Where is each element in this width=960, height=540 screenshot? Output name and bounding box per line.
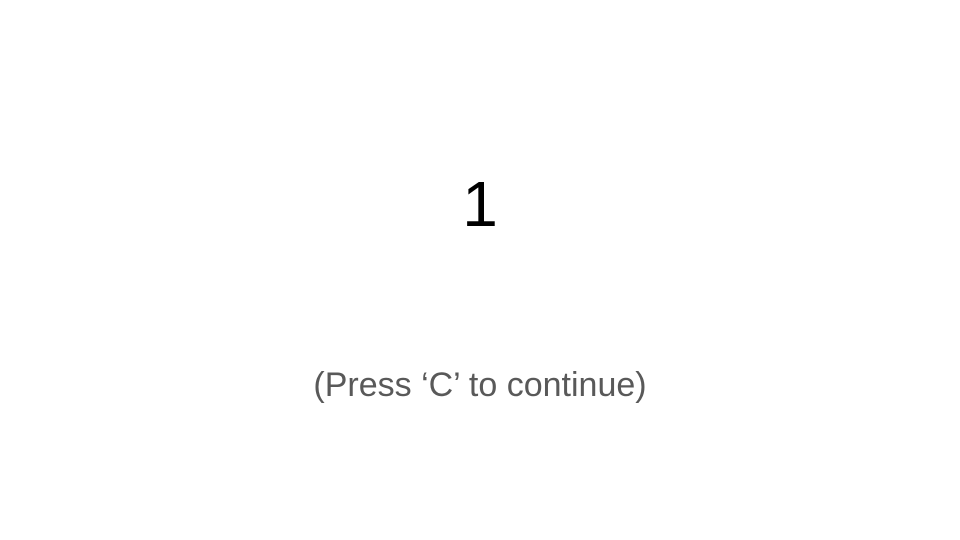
continue-hint: (Press ‘C’ to continue) [313,366,647,404]
slide-number: 1 [462,168,498,240]
